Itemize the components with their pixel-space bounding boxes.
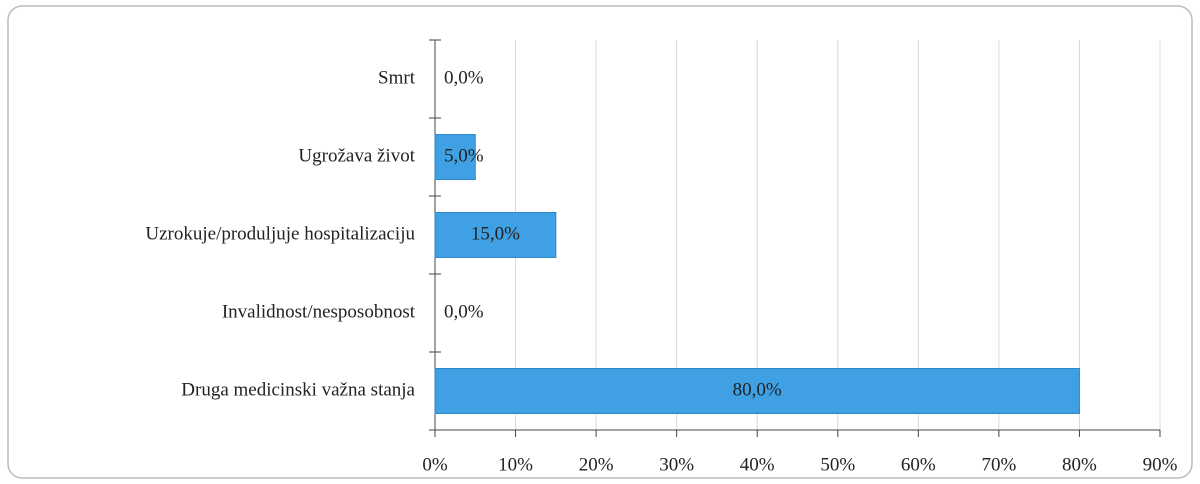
x-tick-label: 20% [579,454,614,475]
x-tick-label: 60% [901,454,936,475]
data-label: 80,0% [733,379,782,400]
data-label: 0,0% [444,67,484,88]
x-tick-label: 10% [498,454,533,475]
bar [434,368,1080,414]
x-tick-label: 90% [1143,454,1178,475]
y-tick-label: Smrt [378,67,416,88]
chart-frame [7,5,1193,479]
data-label: 5,0% [444,145,484,166]
bar [434,212,557,258]
y-tick-label: Uzrokuje/produljuje hospitalizaciju [145,223,415,244]
y-tick-label: Invalidnost/nesposobnost [222,301,416,322]
data-label: 15,0% [471,223,520,244]
x-tick-label: 40% [740,454,775,475]
data-label: 0,0% [444,301,484,322]
x-tick-label: 0% [422,454,448,475]
x-tick-label: 80% [1062,454,1097,475]
x-tick-label: 30% [659,454,694,475]
bar [434,134,476,180]
y-tick-label: Ugrožava život [298,145,415,166]
y-tick-label: Druga medicinski važna stanja [181,379,415,400]
x-tick-label: 50% [820,454,855,475]
x-tick-label: 70% [981,454,1016,475]
